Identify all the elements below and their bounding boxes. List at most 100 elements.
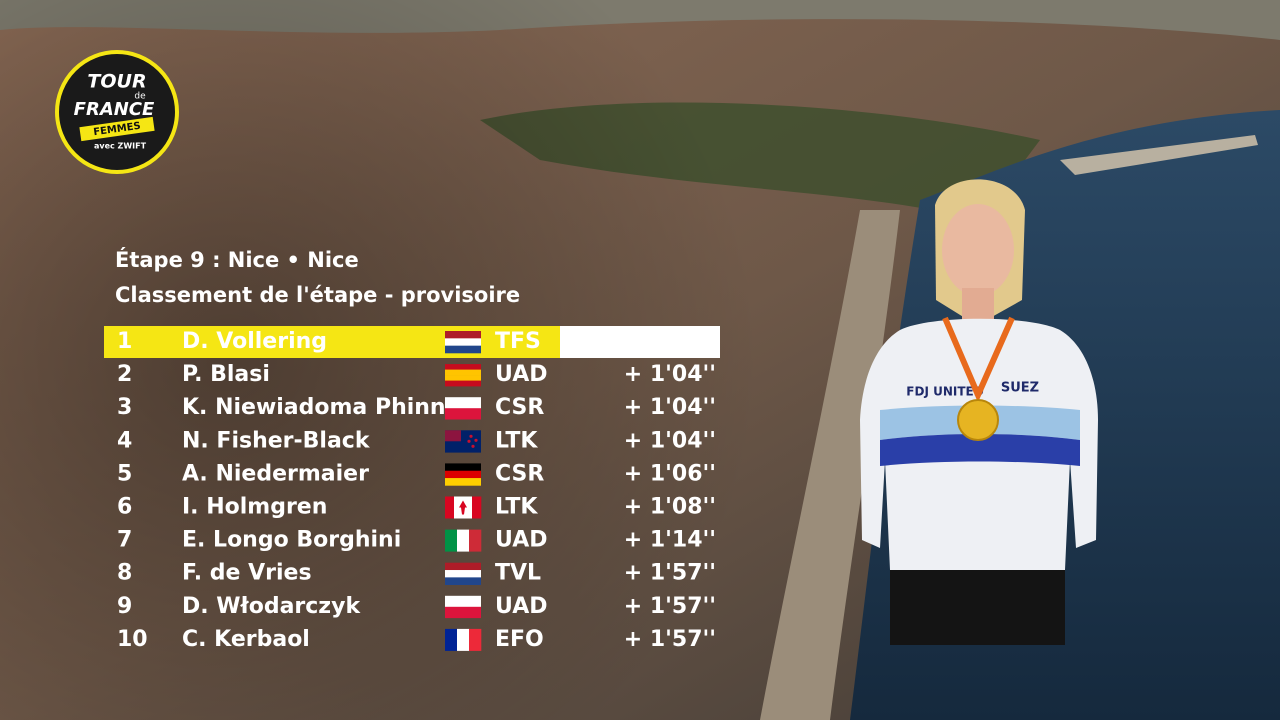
flag xyxy=(445,463,481,486)
rank: 3 xyxy=(117,395,132,420)
flag-stripe xyxy=(445,331,481,339)
time-gap: + 1'08'' xyxy=(624,495,716,520)
flag-stripe xyxy=(445,463,481,472)
flag-stripe xyxy=(445,430,481,442)
team-code: CSR xyxy=(495,395,544,420)
time-gap: + 1'04'' xyxy=(624,362,716,387)
standings-row: 9 D. Włodarczyk UAD + 1'57'' xyxy=(117,594,716,619)
team-code: LTK xyxy=(495,428,538,453)
flag xyxy=(445,496,482,519)
logo-text: TOUR xyxy=(87,71,146,93)
standings-row: 2 P. Blasi UAD + 1'04'' xyxy=(117,362,716,387)
medal-ribbon xyxy=(942,316,1015,403)
rank: 7 xyxy=(117,528,132,553)
flag-stripe xyxy=(457,628,470,651)
logo-band xyxy=(79,116,155,142)
standings-row: 6 I. Holmgren LTK + 1'08'' xyxy=(117,495,716,520)
standings-row: 8 F. de Vries TVL + 1'57'' xyxy=(117,561,716,586)
flag xyxy=(445,529,482,552)
logo-ring xyxy=(55,50,179,174)
time-gap: + 1'57'' xyxy=(624,594,716,619)
jetty xyxy=(1060,135,1258,175)
time-gap: + 1'57'' xyxy=(624,627,716,652)
standings-row: 5 A. Niedermaier CSR + 1'06'' xyxy=(117,461,716,486)
flag-stripe xyxy=(463,496,473,519)
flag-stripe xyxy=(445,364,481,370)
team-code: LTK xyxy=(495,495,538,520)
logo-text: FRANCE xyxy=(74,99,155,120)
jersey-text: SUEZ xyxy=(1001,381,1039,396)
flag-stripe xyxy=(457,529,470,552)
rank: 2 xyxy=(117,362,132,387)
standings-table: 1 D. Vollering TFS 2h44'43'' 2 P. Blasi UAD + 1… xyxy=(104,326,720,652)
logo-text: de xyxy=(134,92,146,102)
team-code: CSR xyxy=(495,461,544,486)
team-code: EFO xyxy=(495,627,544,652)
flag xyxy=(445,562,481,585)
rank: 8 xyxy=(117,561,132,586)
team-code: TVL xyxy=(495,561,541,586)
flag-stripe xyxy=(472,496,482,519)
flag-stripe xyxy=(445,470,481,479)
leader-highlight xyxy=(104,326,560,358)
rider-name: D. Włodarczyk xyxy=(182,594,361,619)
rider-name: C. Kerbaol xyxy=(182,627,310,652)
flag-stripe xyxy=(445,380,481,387)
rank: 9 xyxy=(117,594,132,619)
time-gap: + 1'06'' xyxy=(624,461,716,486)
time-gap: + 1'04'' xyxy=(624,428,716,453)
flag xyxy=(445,364,481,387)
time-gap: + 1'14'' xyxy=(624,528,716,553)
team-code: UAD xyxy=(495,528,547,553)
flag-stripe xyxy=(445,496,455,519)
flag xyxy=(445,430,481,453)
flag-stripe xyxy=(445,562,481,571)
standings-row: 1 D. Vollering TFS 2h44'43'' xyxy=(104,326,720,358)
flag-stripe xyxy=(454,496,464,519)
standings-row: 7 E. Longo Borghini UAD + 1'14'' xyxy=(117,528,716,553)
flag-stripe xyxy=(445,441,481,453)
rank: 6 xyxy=(117,495,132,520)
flag-stripe xyxy=(445,595,481,608)
flag-star xyxy=(469,434,473,438)
rank: 10 xyxy=(117,627,148,652)
rider-name: F. de Vries xyxy=(182,561,312,586)
standings-row: 4 N. Fisher-Black LTK + 1'04'' xyxy=(117,428,716,453)
standings-row: 10 C. Kerbaol EFO + 1'57'' xyxy=(117,627,716,652)
flag-stripe xyxy=(445,478,481,486)
flag-stripe xyxy=(445,577,481,585)
rider-name: K. Niewiadoma Phinney xyxy=(182,395,475,420)
flag-leaf xyxy=(459,500,467,515)
rider-name: P. Blasi xyxy=(182,362,270,387)
face xyxy=(942,204,1014,296)
flag-stripe xyxy=(469,529,482,552)
flag-stripe xyxy=(445,628,458,651)
flag-star xyxy=(474,438,478,442)
flag-canton xyxy=(445,430,461,442)
flag-stripe xyxy=(445,397,481,409)
flag-stripe xyxy=(445,369,481,376)
stage-title: Étape 9 : Nice • Nice xyxy=(115,247,359,272)
flag xyxy=(445,397,481,420)
medal xyxy=(957,399,999,441)
flag-star xyxy=(467,439,471,443)
rank: 5 xyxy=(117,461,132,486)
flag-star xyxy=(471,444,475,448)
standings-row: 3 K. Niewiadoma Phinney CSR + 1'04'' xyxy=(117,395,716,420)
rider-name: N. Fisher-Black xyxy=(182,428,371,453)
jersey-band-dark xyxy=(880,434,1080,466)
time-gap: + 1'04'' xyxy=(624,395,716,420)
flag-stripe xyxy=(445,570,481,578)
flag-stripe xyxy=(445,375,481,381)
flag xyxy=(445,628,482,651)
team-code: UAD xyxy=(495,362,547,387)
flag xyxy=(445,595,481,619)
flag-stripe xyxy=(445,408,481,420)
leader-time-box xyxy=(560,326,720,358)
time-gap: + 1'57'' xyxy=(624,561,716,586)
beach xyxy=(760,210,900,720)
flag-stripe xyxy=(445,529,458,552)
flag-stripe xyxy=(445,338,481,346)
rider: FDJ UNITED SUEZ xyxy=(860,179,1098,645)
